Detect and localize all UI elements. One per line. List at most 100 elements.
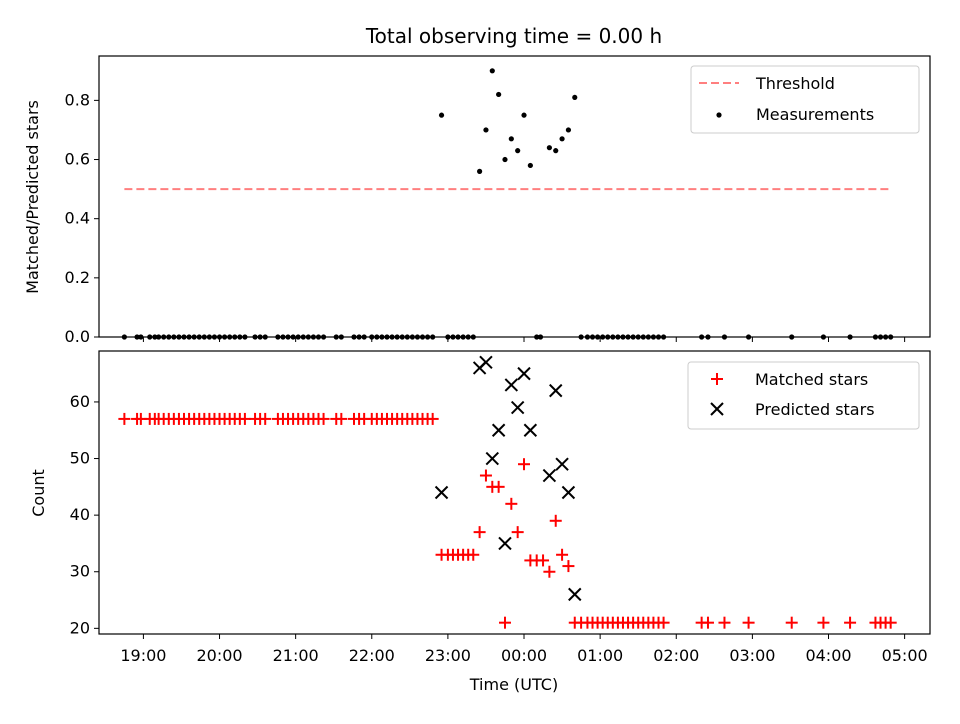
measurement-point bbox=[559, 136, 565, 142]
top-legend-frame bbox=[690, 65, 920, 134]
measurement-point bbox=[477, 168, 483, 174]
predicted-star-point bbox=[504, 378, 519, 392]
matched-stars-points bbox=[118, 412, 897, 629]
x-axis-label: Time (UTC) bbox=[469, 675, 558, 694]
bottom-y-tick-label: 60 bbox=[70, 392, 90, 411]
measurement-point bbox=[496, 91, 502, 98]
bottom-x-tick-label: 21:00 bbox=[273, 646, 319, 665]
predicted-star-point bbox=[549, 383, 563, 398]
measurement-point bbox=[521, 112, 527, 118]
bottom-x-tick-label: 23:00 bbox=[425, 646, 471, 665]
bottom-y-ticks: 20 30 40 50 60 bbox=[70, 392, 99, 637]
matched-star-point bbox=[426, 412, 439, 425]
bottom-x-ticks: 19:00 20:00 21:00 22:00 23:00 00:00 01:00 02:00… bbox=[120, 634, 928, 665]
matched-star-point bbox=[118, 412, 131, 425]
matched-star-point bbox=[549, 514, 562, 527]
top-y-ticks: 0.0 0.2 0.4 0.6 0.8 bbox=[65, 90, 99, 346]
legend-matched-label: Matched stars bbox=[755, 370, 868, 389]
matched-star-point bbox=[562, 560, 575, 573]
legend-measurements-label: Measurements bbox=[756, 105, 874, 124]
predicted-stars-points bbox=[434, 355, 582, 602]
matched-star-point bbox=[817, 616, 830, 629]
predicted-star-point bbox=[491, 423, 506, 437]
bottom-x-tick-label: 05:00 bbox=[882, 646, 928, 665]
matched-star-point bbox=[505, 497, 518, 510]
matched-star-point bbox=[543, 565, 556, 578]
bottom-legend-frame bbox=[687, 361, 920, 430]
legend-threshold-label: Threshold bbox=[755, 74, 835, 93]
matched-star-point bbox=[537, 554, 550, 567]
legend-matched-swatch bbox=[711, 373, 723, 385]
predicted-star-point bbox=[479, 355, 493, 370]
matched-star-point bbox=[742, 616, 755, 629]
predicted-star-point bbox=[517, 366, 531, 381]
predicted-star-point bbox=[523, 423, 538, 437]
matched-star-point bbox=[518, 458, 531, 471]
bottom-x-tick-label: 02:00 bbox=[653, 646, 699, 665]
bottom-x-tick-label: 19:00 bbox=[120, 646, 166, 665]
matched-star-point bbox=[479, 469, 492, 482]
bottom-x-tick-label: 04:00 bbox=[805, 646, 851, 665]
matched-star-point bbox=[701, 616, 714, 629]
matched-star-point bbox=[317, 412, 330, 425]
predicted-star-point bbox=[498, 536, 512, 551]
matched-star-point bbox=[498, 616, 511, 629]
bottom-x-tick-label: 01:00 bbox=[577, 646, 623, 665]
measurement-point bbox=[483, 127, 489, 133]
bottom-y-tick-label: 20 bbox=[70, 618, 90, 637]
measurement-point bbox=[565, 127, 572, 133]
top-y-tick-label: 0.0 bbox=[65, 327, 90, 346]
predicted-star-point bbox=[555, 457, 569, 471]
top-y-axis-label: Matched/Predicted stars bbox=[23, 100, 42, 294]
bottom-y-tick-label: 30 bbox=[70, 562, 90, 581]
matched-star-point bbox=[335, 412, 348, 425]
matched-star-point bbox=[556, 548, 569, 561]
top-y-tick-label: 0.2 bbox=[65, 268, 90, 287]
measurement-point bbox=[553, 148, 559, 154]
matched-star-point bbox=[467, 548, 480, 561]
legend-predicted-label: Predicted stars bbox=[755, 400, 875, 419]
top-panel: 0.00.20.40.60.8 Matched/Predicted stars … bbox=[23, 55, 931, 346]
matched-star-point bbox=[884, 616, 897, 629]
matched-star-point bbox=[511, 526, 524, 539]
top-y-tick-label: 0.4 bbox=[65, 209, 90, 228]
predicted-star-point bbox=[485, 451, 500, 466]
measurement-point bbox=[438, 112, 445, 118]
bottom-x-tick-label: 00:00 bbox=[501, 646, 547, 665]
measurement-point bbox=[527, 162, 533, 169]
measurement-point bbox=[508, 136, 514, 142]
top-plot-frame bbox=[98, 55, 931, 338]
legend-measurements-swatch bbox=[716, 112, 722, 118]
predicted-star-point bbox=[510, 400, 525, 415]
bottom-y-tick-label: 40 bbox=[70, 505, 90, 524]
bottom-legend: Matched stars Predicted stars bbox=[687, 361, 920, 430]
predicted-star-point bbox=[561, 485, 576, 500]
matched-star-point bbox=[259, 412, 272, 425]
matched-star-point bbox=[785, 616, 798, 629]
bottom-panel: 20 30 40 50 60 19:00 20:00 21:00 22:00 23:00 00:0… bbox=[29, 350, 931, 694]
matched-star-point bbox=[492, 480, 505, 493]
bottom-x-tick-label: 03:00 bbox=[729, 646, 775, 665]
matched-star-point bbox=[844, 616, 857, 629]
bottom-plot-frame bbox=[98, 350, 931, 635]
bottom-x-tick-label: 22:00 bbox=[349, 646, 395, 665]
predicted-star-point bbox=[542, 468, 557, 483]
predicted-star-point bbox=[568, 587, 582, 602]
matched-star-point bbox=[473, 526, 486, 539]
measurement-point bbox=[546, 145, 552, 151]
matched-star-point bbox=[238, 412, 251, 425]
matched-star-point bbox=[718, 616, 731, 629]
top-legend: Threshold Measurements bbox=[690, 65, 920, 134]
measurement-point bbox=[489, 68, 495, 74]
measurement-point bbox=[502, 156, 508, 163]
bottom-y-tick-label: 50 bbox=[70, 449, 90, 468]
top-y-tick-label: 0.8 bbox=[65, 90, 90, 109]
top-y-tick-label: 0.6 bbox=[65, 150, 90, 169]
predicted-star-point bbox=[434, 485, 449, 500]
bottom-y-axis-label: Count bbox=[29, 469, 48, 517]
legend-predicted-swatch bbox=[710, 402, 724, 416]
bottom-x-tick-label: 20:00 bbox=[196, 646, 242, 665]
chart-title: Total observing time = 0.00 h bbox=[365, 24, 662, 48]
matched-star-point bbox=[657, 616, 670, 629]
